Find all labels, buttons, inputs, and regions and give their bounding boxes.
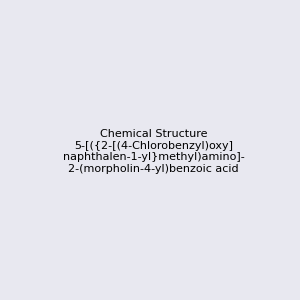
- Text: Chemical Structure
5-[({2-[(4-Chlorobenzyl)oxy]
naphthalen-1-yl}methyl)amino]-
2: Chemical Structure 5-[({2-[(4-Chlorobenz…: [63, 129, 244, 174]
